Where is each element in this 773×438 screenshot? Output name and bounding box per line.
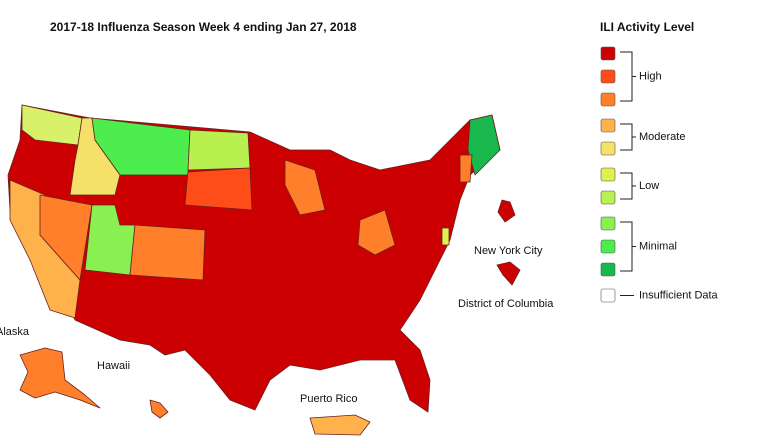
legend-swatch [600,239,616,254]
legend-title: ILI Activity Level [600,20,694,34]
state [39,194,93,281]
map-label: District of Columbia [458,298,554,310]
legend-swatch [600,69,616,84]
legend-swatch [600,118,616,133]
nyc-shape [497,199,516,223]
alaska-shape [19,347,101,409]
us-map: Alaska Hawaii Puerto Rico New York City … [0,104,554,436]
legend-swatch [600,262,616,277]
map-title: 2017-18 Influenza Season Week 4 ending J… [50,20,357,34]
state [441,227,450,246]
legend-bracket [620,123,636,151]
legend-label: High [639,70,662,82]
legend-swatch [600,288,616,303]
legend-swatch [600,92,616,107]
map-label: New York City [474,245,543,257]
hawaii-shape [149,399,169,419]
dc-shape [496,261,521,286]
puerto-rico-shape [309,414,371,436]
state [187,129,251,171]
legend-label: Insufficient Data [639,289,719,301]
state [357,209,396,256]
legend-bracket [620,221,636,272]
map-label: Puerto Rico [300,393,357,405]
legend-label: Low [639,180,659,192]
legend-bracket [620,172,636,200]
legend-bracket [620,51,636,102]
state [284,159,326,216]
legend-label: Minimal [639,240,677,252]
state [459,154,473,183]
legend-swatch [600,46,616,61]
state [21,104,83,146]
legend-swatch [600,216,616,231]
legend-swatch [600,167,616,182]
state [129,224,206,281]
state [184,167,253,211]
state [91,117,191,176]
state [467,114,501,176]
us-mainland [7,104,501,413]
legend-swatch [600,190,616,205]
map-label: Hawaii [97,360,130,372]
legend-swatch [600,141,616,156]
map-label: Alaska [0,326,30,338]
legend: ILI Activity Level High Moderate Low Minima… [600,20,719,303]
legend-label: Moderate [639,131,685,143]
